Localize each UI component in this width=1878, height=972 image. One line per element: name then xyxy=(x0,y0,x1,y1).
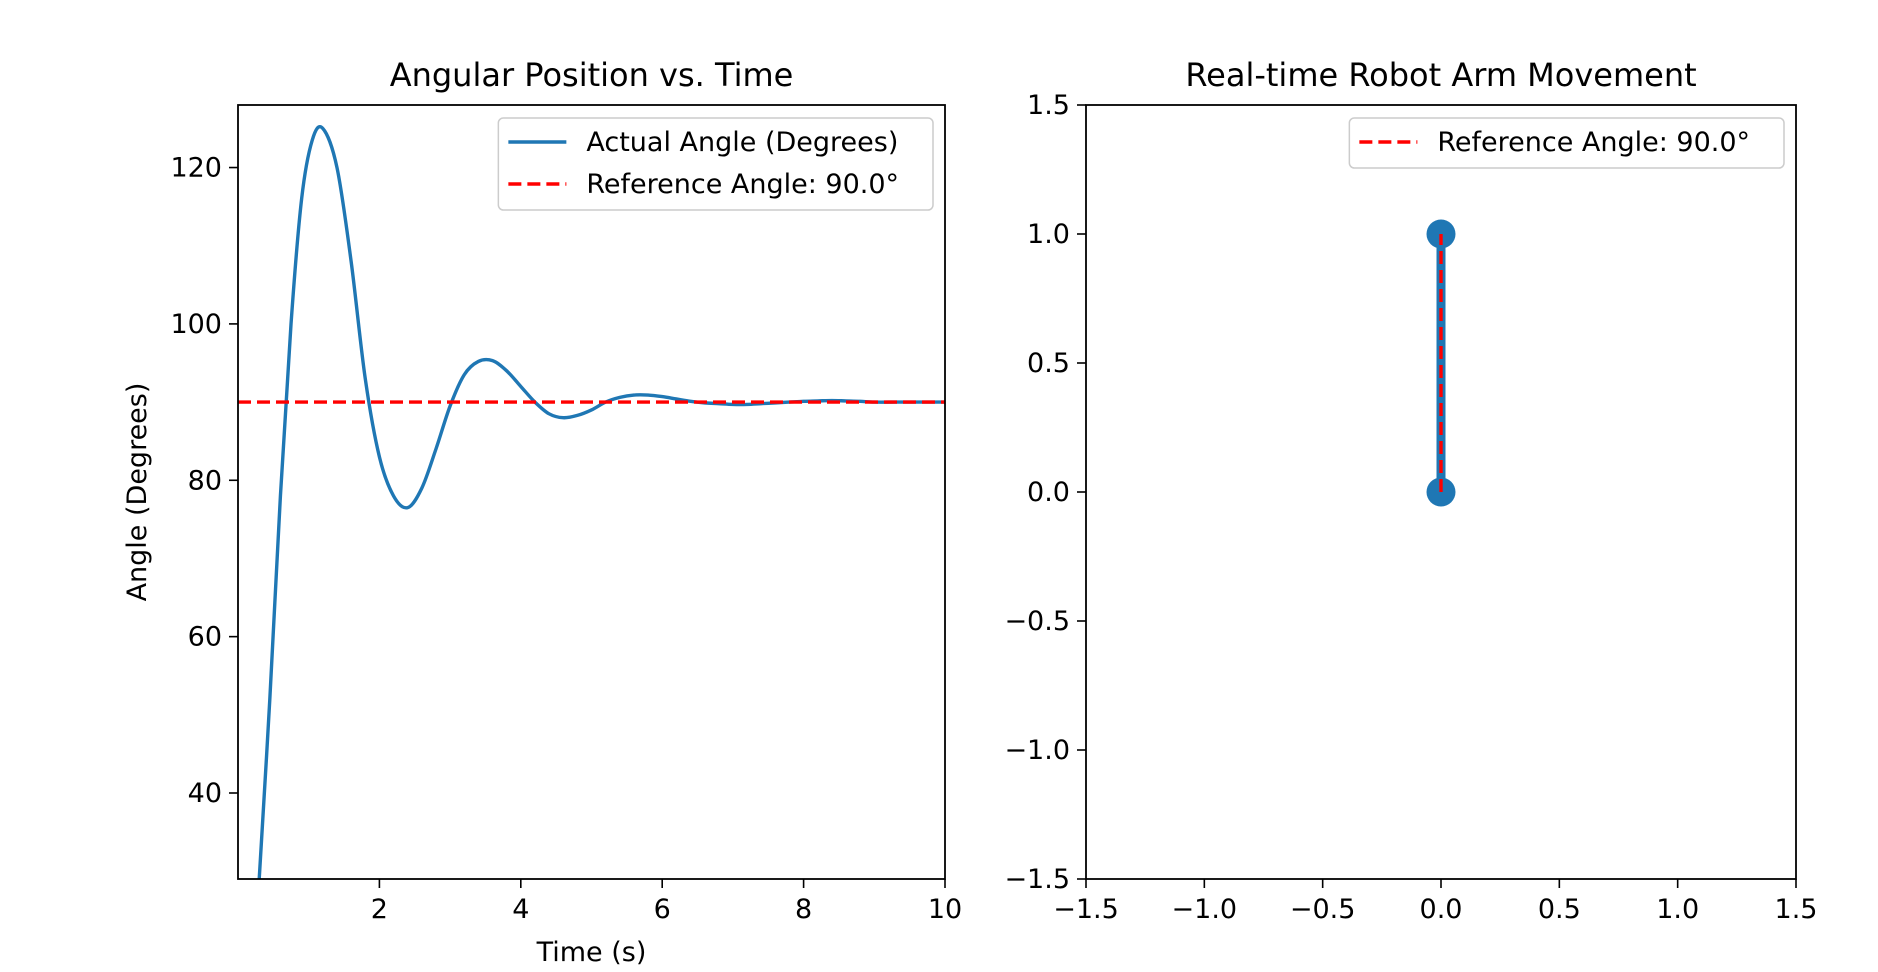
y-tick-label: −0.5 xyxy=(1004,606,1070,637)
x-tick-label: 0.0 xyxy=(1420,894,1463,925)
chart-angular-position: Angular Position vs. Time 2 4 6 8 10 40 60 80 100… xyxy=(122,56,962,968)
y-axis-label: Angle (Degrees) xyxy=(122,383,153,602)
x-tick-label: 0.5 xyxy=(1538,894,1581,925)
y-tick-label: 1.5 xyxy=(1027,90,1070,121)
legend-label: Reference Angle: 90.0° xyxy=(1437,127,1750,158)
legend-box xyxy=(497,117,934,211)
y-tick-label: 80 xyxy=(188,465,222,496)
y-tick-label: 40 xyxy=(188,778,222,809)
plot-frame xyxy=(1085,104,1797,880)
x-tick-label: 8 xyxy=(795,894,812,925)
x-tick-label: 10 xyxy=(928,894,962,925)
chart-robot-arm: Real-time Robot Arm Movement −1.5 −1.0 −0.5… xyxy=(1004,56,1817,925)
y-tick-label: 120 xyxy=(170,153,222,184)
x-tick-label: −0.5 xyxy=(1290,894,1356,925)
y-tick-label: −1.0 xyxy=(1004,735,1070,766)
x-axis-label: Time (s) xyxy=(536,937,647,968)
x-tick-label: 2 xyxy=(371,894,388,925)
legend: Reference Angle: 90.0° xyxy=(1348,117,1785,169)
y-tick-label: 0.5 xyxy=(1027,348,1070,379)
y-tick-label: −1.5 xyxy=(1004,864,1070,895)
chart-title: Real-time Robot Arm Movement xyxy=(1185,56,1696,94)
plot-area xyxy=(238,125,945,879)
x-tick-label: −1.5 xyxy=(1053,894,1119,925)
y-tick-label: 1.0 xyxy=(1027,219,1070,250)
x-tick-label: −1.0 xyxy=(1172,894,1238,925)
y-tick-label: 100 xyxy=(170,309,222,340)
y-tick-label: 0.0 xyxy=(1027,477,1070,508)
legend-label: Reference Angle: 90.0° xyxy=(586,169,899,200)
chart-title: Angular Position vs. Time xyxy=(390,56,794,94)
plot-frame xyxy=(237,104,946,880)
legend-label: Actual Angle (Degrees) xyxy=(586,127,898,158)
y-tick-label: 60 xyxy=(188,622,222,653)
x-tick-label: 1.0 xyxy=(1656,894,1699,925)
legend-box xyxy=(1348,117,1785,169)
legend: Actual Angle (Degrees) Reference Angle: 9… xyxy=(497,117,934,211)
x-tick-label: 1.5 xyxy=(1775,894,1818,925)
plot-area xyxy=(1426,219,1456,507)
x-tick-label: 4 xyxy=(512,894,529,925)
x-tick-label: 6 xyxy=(654,894,671,925)
